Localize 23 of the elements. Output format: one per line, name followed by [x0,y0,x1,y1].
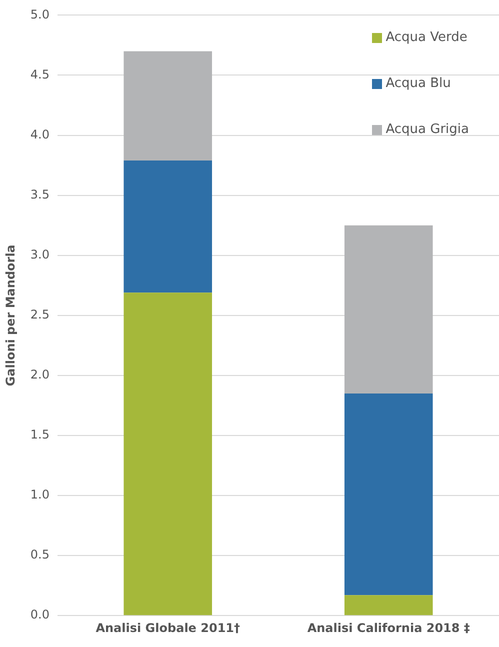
y-tick-label: 4.5 [30,67,50,82]
bar [124,160,212,293]
y-tick-label: 2.5 [30,308,50,322]
legend-label: Acqua Grigia [386,122,469,137]
y-tick-label: 0.5 [30,548,50,562]
y-tick-label: 1.0 [30,488,50,502]
bar [344,393,433,596]
bar [124,51,212,160]
bar [344,225,433,394]
y-tick-label: 0.0 [30,608,50,622]
y-tick-label: 5.0 [30,7,50,22]
y-tick-label: 4.0 [30,127,50,142]
bar [344,595,433,616]
x-tick-label: Analisi Globale 2011† [96,620,240,635]
legend-label: Acqua Verde [386,30,468,45]
y-tick-label: 3.0 [30,247,50,262]
y-axis-title: Galloni per Mandorla [3,244,18,386]
y-tick-label: 1.5 [30,428,50,442]
legend-label: Acqua Blu [386,76,451,91]
bar [124,292,212,616]
y-tick-label: 3.5 [30,187,50,202]
x-tick-label: Analisi California 2018 ‡ [307,620,470,635]
y-tick-label: 2.0 [30,368,50,382]
